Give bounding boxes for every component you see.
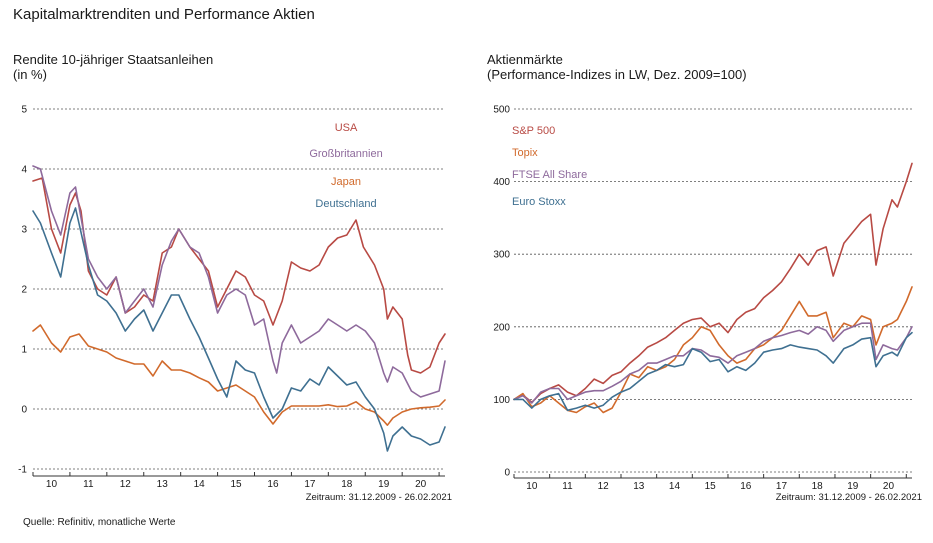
right-y-tick-label: 100 <box>493 395 510 406</box>
left-x-tick-label: 18 <box>341 479 353 490</box>
right-y-tick-label: 0 <box>504 468 510 479</box>
right-x-tick-label: 16 <box>740 481 752 492</box>
left-y-tick-label: 4 <box>21 165 27 176</box>
left-x-tick-label: 11 <box>83 479 94 490</box>
right-x-tick-label: 18 <box>812 481 824 492</box>
left-chart-title-text: Rendite 10-jähriger Staatsanleihen <box>13 52 214 67</box>
left-x-tick-label: 10 <box>46 479 58 490</box>
left-x-tick-label: 16 <box>267 479 279 490</box>
right-x-tick-label: 13 <box>633 481 645 492</box>
left-series-line-usa <box>32 177 446 374</box>
right-period-note: Zeitraum: 31.12.2009 - 26.02.2021 <box>776 492 922 503</box>
right-series-line-euro-stoxx <box>513 331 913 412</box>
left-y-tick-label: -1 <box>18 465 27 476</box>
source-note: Quelle: Refinitiv, monatliche Werte <box>23 517 176 528</box>
right-chart: 0 100 200 300 400 500 10 11 12 13 14 15 16 17 18 19 20Ze… <box>493 105 922 504</box>
left-chart-subtitle: (in %) <box>13 67 47 82</box>
left-x-tick-label: 15 <box>230 479 242 490</box>
left-y-tick-label: 2 <box>21 285 27 296</box>
left-legend-großbritannien: Großbritannien <box>309 148 382 160</box>
left-x-tick-label: 13 <box>157 479 169 490</box>
left-x-tick-label: 12 <box>120 479 132 490</box>
left-y-tick-label: 1 <box>21 345 27 356</box>
right-x-tick-label: 10 <box>526 481 538 492</box>
right-x-tick-label: 14 <box>669 481 681 492</box>
right-y-tick-label: 300 <box>493 250 510 261</box>
right-x-tick-label: 17 <box>776 481 788 492</box>
left-x-tick-label: 14 <box>194 479 206 490</box>
right-x-tick-label: 20 <box>883 481 895 492</box>
right-y-tick-label: 200 <box>493 322 510 333</box>
left-legend-japan: Japan <box>331 176 361 188</box>
left-legend-usa: USA <box>335 122 358 134</box>
left-y-tick-label: 5 <box>21 105 27 116</box>
right-y-tick-label: 400 <box>493 177 510 188</box>
right-y-tick-label: 500 <box>493 105 510 116</box>
left-legend-deutschland: Deutschland <box>315 198 376 210</box>
left-period-note: Zeitraum: 31.12.2009 - 26.02.2021 <box>306 492 452 503</box>
page-title: Kapitalmarktrenditen und Performance Akt… <box>13 6 315 23</box>
left-x-tick-label: 20 <box>415 479 427 490</box>
right-legend-topix: Topix <box>512 147 538 159</box>
right-x-tick-label: 12 <box>598 481 610 492</box>
right-chart-subtitle: (Performance-Indizes in LW, Dez. 2009=10… <box>487 67 747 82</box>
right-x-tick-label: 19 <box>847 481 859 492</box>
right-chart-title: Aktienmärkte (Performance-Indizes in LW,… <box>487 52 747 82</box>
left-chart-title: Rendite 10-jähriger Staatsanleihen (in %… <box>13 52 213 82</box>
left-x-tick-label: 17 <box>304 479 316 490</box>
right-legend-euro-stoxx: Euro Stoxx <box>512 196 566 208</box>
right-legend-ftse-all-share: FTSE All Share <box>512 169 587 181</box>
right-series-line-ftse-all-share <box>513 322 913 404</box>
left-series-line-deutschland <box>32 207 446 452</box>
right-x-tick-label: 11 <box>562 481 573 492</box>
right-series-line-s-p-500 <box>513 162 913 404</box>
left-series-line-japan <box>32 324 446 426</box>
right-legend-s-p-500: S&P 500 <box>512 125 555 137</box>
left-x-tick-label: 19 <box>378 479 390 490</box>
right-series-line-topix <box>513 286 913 414</box>
right-chart-title-text: Aktienmärkte <box>487 52 563 67</box>
left-series-line-großbritannien <box>32 165 446 398</box>
left-y-tick-label: 0 <box>21 405 27 416</box>
right-x-tick-label: 15 <box>705 481 717 492</box>
left-y-tick-label: 3 <box>21 225 27 236</box>
